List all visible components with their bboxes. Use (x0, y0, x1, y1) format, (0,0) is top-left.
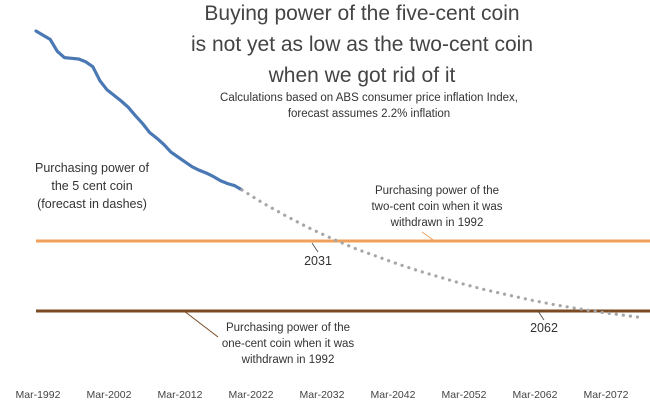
five-cent-forecast-line (240, 188, 642, 319)
x-tick-label: Mar-2022 (229, 389, 274, 400)
crossing-label-2031: 2031 (304, 254, 332, 268)
chart-subtitle-line-1: Calculations based on ABS consumer price… (220, 92, 518, 104)
one-cent-annotation-line-3: withdrawn in 1992 (241, 354, 335, 366)
one-cent-annotation-line-1: Purchasing power of the (226, 322, 350, 334)
two-cent-annotation-line-3: withdrawn in 1992 (390, 217, 484, 229)
two-cent-annotation-line-1: Purchasing power of the (375, 185, 499, 197)
chart-title-line-2: is not yet as low as the two-cent coin (191, 33, 533, 56)
x-tick-label: Mar-2052 (442, 389, 487, 400)
x-tick-label: Mar-2072 (584, 389, 629, 400)
one-cent-annotation-line-2: one-cent coin when it was (222, 338, 355, 350)
chart-title-line-3: when we got rid of it (268, 64, 456, 87)
five-cent-actual-line (34, 29, 244, 192)
crossing-2031-connector (311, 242, 319, 253)
two-cent-annotation-connector (421, 231, 437, 243)
x-tick-label: Mar-2042 (371, 389, 416, 400)
reference-lines (36, 239, 650, 313)
five-cent-annotation-line-2: the 5 cent coin (51, 179, 132, 193)
chart-title-line-1: Buying power of the five-cent coin (204, 2, 519, 25)
x-tick-label: Mar-2062 (513, 389, 558, 400)
one-cent-annotation-connector (183, 310, 219, 338)
chart-subtitle-line-2: forecast assumes 2.2% inflation (288, 108, 450, 120)
crossing-2062-connector (537, 310, 545, 321)
five-cent-annotation-line-3: (forecast in dashes) (37, 197, 147, 211)
x-tick-label: Mar-2032 (300, 389, 345, 400)
x-tick-label: Mar-2002 (87, 389, 132, 400)
crossing-label-2062: 2062 (530, 321, 558, 335)
x-tick-label: Mar-2012 (158, 389, 203, 400)
x-tick-label: Mar-1992 (16, 389, 61, 400)
two-cent-annotation-line-2: two-cent coin when it was (371, 201, 502, 213)
series-layer (34, 29, 642, 319)
five-cent-annotation-line-1: Purchasing power of (35, 161, 149, 175)
x-axis: Mar-1992 Mar-2002 Mar-2012 Mar-2022 Mar-2032… (16, 389, 629, 400)
